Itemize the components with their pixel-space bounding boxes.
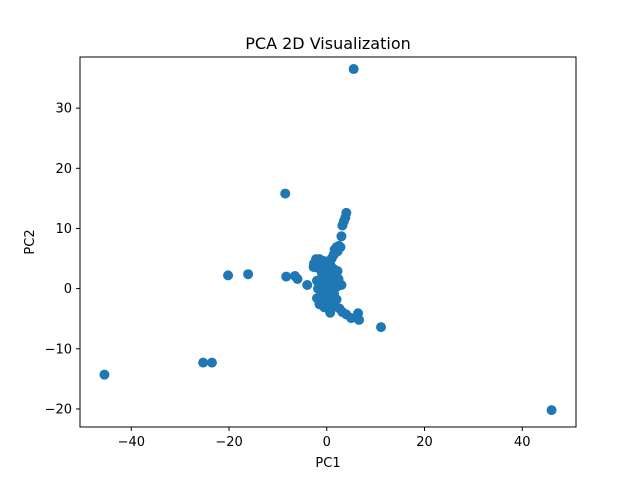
data-point [292,274,303,284]
data-point [325,307,336,318]
y-tick-label: −10 [45,342,72,357]
data-point [336,231,347,242]
x-tick-label: 20 [416,435,433,450]
data-point [206,357,217,368]
data-point [281,271,292,282]
y-axis-label: PC2 [23,229,38,254]
x-tick-label: −40 [118,435,145,450]
y-tick-label: 10 [55,222,72,237]
data-point [312,283,323,294]
data-point [354,314,365,325]
data-point [546,405,557,416]
points-layer [99,64,557,416]
data-point [337,220,348,231]
data-point [223,270,234,281]
x-axis-ticks: −40 −20 0 20 40 [118,427,531,450]
data-point [198,357,209,368]
data-point [376,322,387,333]
y-tick-label: 0 [64,282,72,297]
x-axis-label: PC1 [315,456,340,471]
x-tick-label: 0 [323,435,331,450]
y-axis-ticks: −20 −10 0 10 20 30 [45,102,80,417]
data-point [335,242,346,253]
data-point [348,64,359,75]
chart-title: PCA 2D Visualization [245,34,411,53]
x-tick-label: 40 [514,435,531,450]
data-point [280,188,291,199]
data-point [308,261,319,272]
plot-frame [79,56,577,428]
data-point [333,274,344,284]
x-tick-label: −20 [215,435,242,450]
y-tick-label: 20 [55,162,72,177]
y-tick-label: 30 [55,102,72,117]
y-tick-label: −20 [45,402,72,417]
data-point [99,369,110,380]
data-point [243,269,254,280]
data-point [302,280,313,291]
